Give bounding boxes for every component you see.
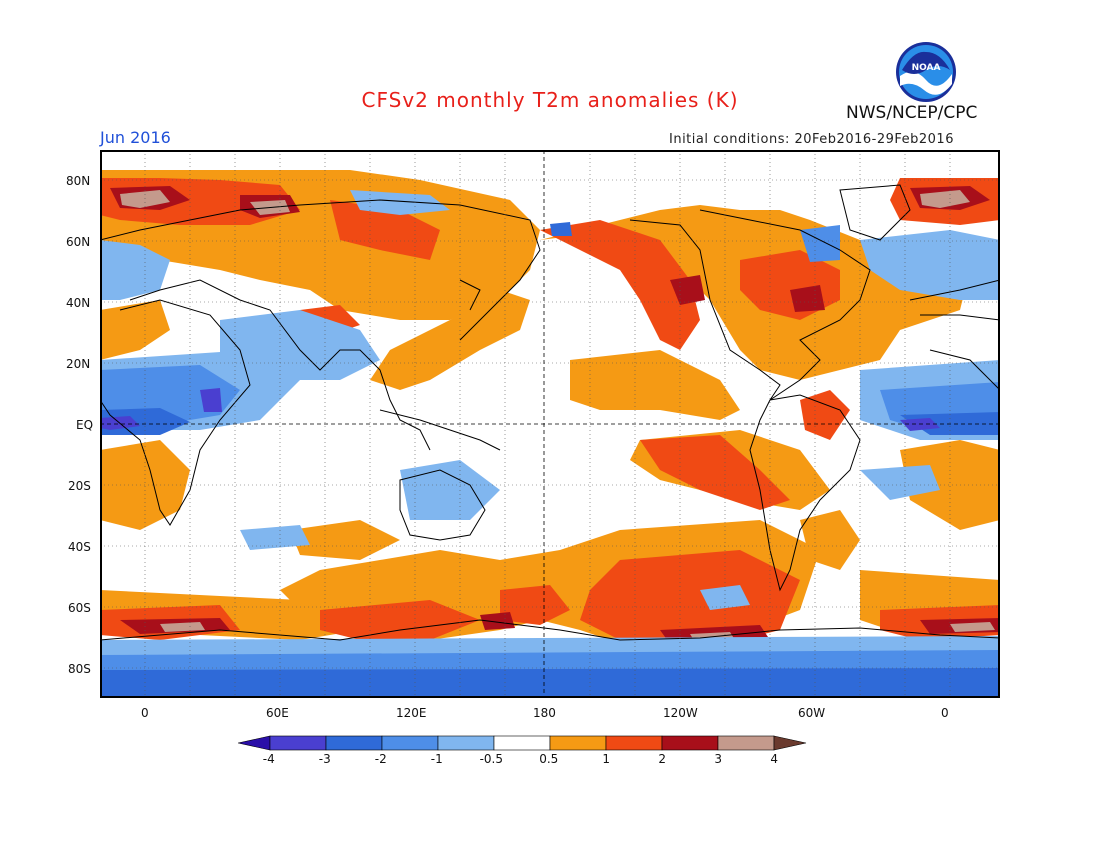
colorbar-cell [493,735,551,751]
lat-label-60s: 60S [68,601,91,615]
colorbar-tick-label: -3 [318,752,331,766]
colorbar-tick-label: 0.5 [539,752,559,766]
gridlines [100,150,1000,698]
valid-month: Jun 2016 [100,128,171,147]
logo-text: NOAA [912,63,941,73]
colorbar-arrow-low [238,735,271,751]
colorbar [238,735,807,751]
colorbar-cell [381,735,439,751]
lat-label-40n: 40N [66,296,91,310]
lon-label-0: 0 [141,706,149,720]
map-frame [100,150,1000,698]
lon-label-180: 180 [533,706,556,720]
colorbar-cell [661,735,719,751]
lat-label-80s: 80S [68,662,91,676]
colorbar-tick-label: -0.5 [479,752,504,766]
lat-label-20s: 20S [68,479,91,493]
lon-label-60e: 60E [266,706,289,720]
colorbar-cell [269,735,327,751]
lon-label-120w: 120W [663,706,698,720]
lat-label-80n: 80N [66,174,91,188]
anomaly-map [100,150,1000,698]
lon-label-120e: 120E [396,706,427,720]
colorbar-cell [437,735,495,751]
lon-label-60w: 60W [798,706,826,720]
lat-label-20n: 20N [66,357,91,371]
organization-label: NWS/NCEP/CPC [846,103,978,123]
initial-conditions: Initial conditions: 20Feb2016-29Feb2016 [669,132,954,147]
colorbar-cell [549,735,607,751]
colorbar-tick-label: -4 [262,752,275,766]
colorbar-tick-label: 4 [770,752,779,766]
colorbar-tick-label: 1 [602,752,611,766]
lat-label-60n: 60N [66,235,91,249]
colorbar-tick-label: 2 [658,752,667,766]
colorbar-cell [325,735,383,751]
noaa-logo: NOAA [894,40,958,108]
lat-label-40s: 40S [68,540,91,554]
equator-and-dateline [100,150,1000,698]
colorbar-tick-label: -1 [430,752,443,766]
lat-label-eq: EQ [76,418,94,432]
colorbar-tick-label: -2 [374,752,387,766]
map-title: CFSv2 monthly T2m anomalies (K) [361,88,739,112]
lon-label-0-right: 0 [941,706,949,720]
colorbar-cell [717,735,775,751]
colorbar-arrow-high [773,735,807,751]
colorbar-tick-label: 3 [714,752,723,766]
colorbar-cell [605,735,663,751]
